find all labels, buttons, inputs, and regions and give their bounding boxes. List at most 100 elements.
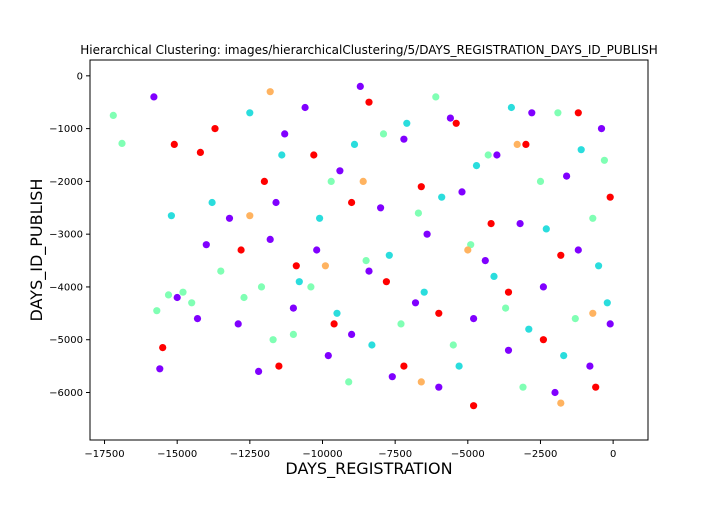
scatter-point <box>179 288 187 296</box>
scatter-point <box>455 362 463 370</box>
scatter-point <box>487 220 495 228</box>
scatter-point <box>417 183 425 191</box>
plot-area-frame <box>89 59 649 441</box>
scatter-point <box>403 119 411 127</box>
scatter-point <box>289 304 297 312</box>
scatter-point <box>411 299 420 307</box>
scatter-point <box>423 230 431 238</box>
scatter-point <box>118 139 126 147</box>
scatter-point <box>385 251 393 259</box>
scatter-point <box>452 119 460 127</box>
scatter-point <box>438 193 446 201</box>
scatter-point <box>240 293 248 302</box>
scatter-point <box>153 307 161 315</box>
scatter-point <box>310 151 318 159</box>
scatter-point <box>348 198 356 207</box>
scatter-point <box>275 362 283 370</box>
scatter-point <box>368 341 376 349</box>
y-tick-label: −4000 <box>49 282 83 293</box>
scatter-point <box>600 156 609 164</box>
scatter-point <box>246 109 254 117</box>
scatter-point <box>574 246 582 254</box>
scatter-point <box>272 198 280 207</box>
scatter-point <box>388 373 396 381</box>
x-tick-label: −2500 <box>524 449 558 460</box>
scatter-point <box>196 148 204 156</box>
scatter-point <box>420 288 428 296</box>
x-axis: −17500 −15000 −12500 −10000 −7500 −5000 −2500 0 <box>84 440 616 460</box>
scatter-point <box>365 267 373 275</box>
data-points <box>109 82 614 410</box>
scatter-point <box>266 88 274 96</box>
scatter-point <box>266 235 274 243</box>
scatter-point <box>397 320 405 328</box>
scatter-point <box>278 151 286 159</box>
scatter-point <box>586 362 594 370</box>
scatter-point <box>414 209 422 217</box>
scatter-point <box>571 315 579 323</box>
x-tick-label: −12500 <box>230 449 270 460</box>
y-axis-label: DAYS_ID_PUBLISH <box>27 179 47 322</box>
scatter-point <box>435 309 443 317</box>
scatter-point <box>481 257 489 265</box>
y-tick-label: −1000 <box>49 124 83 135</box>
scatter-point <box>557 251 565 259</box>
scatter-point <box>595 262 603 270</box>
scatter-point <box>156 365 164 373</box>
scatter-point <box>551 388 559 397</box>
scatter-point <box>525 325 533 333</box>
scatter-point <box>365 98 373 106</box>
scatter-point <box>257 283 266 291</box>
scatter-point <box>356 82 364 90</box>
scatter-point <box>539 283 548 291</box>
scatter-point <box>592 383 600 391</box>
scatter-point <box>217 267 225 275</box>
scatter-point <box>513 140 521 148</box>
scatter-point <box>336 167 344 175</box>
scatter-point <box>574 109 582 117</box>
scatter-point <box>234 320 242 328</box>
scatter-point <box>316 214 324 222</box>
scatter-point <box>313 246 321 254</box>
scatter-point <box>502 304 510 312</box>
scatter-point <box>507 103 515 112</box>
scatter-point <box>350 140 359 148</box>
y-tick-label: −5000 <box>49 335 83 346</box>
scatter-point <box>516 220 524 228</box>
scatter-point <box>327 177 335 185</box>
scatter-point <box>170 140 178 148</box>
scatter-point <box>589 309 597 317</box>
scatter-point <box>504 346 513 354</box>
scatter-point <box>321 262 329 270</box>
scatter-point <box>504 288 513 296</box>
scatter-point <box>301 103 309 112</box>
x-tick-label: −7500 <box>378 449 412 460</box>
scatter-point <box>493 151 501 159</box>
scatter-point <box>470 402 478 410</box>
scatter-point <box>464 246 472 254</box>
scatter-point <box>164 291 173 299</box>
scatter-point <box>188 299 196 307</box>
scatter-point <box>484 151 492 159</box>
x-tick-label: −5000 <box>451 449 485 460</box>
scatter-point <box>237 246 245 254</box>
scatter-point <box>330 320 338 328</box>
scatter-point <box>606 320 614 328</box>
scatter-point <box>173 293 181 302</box>
scatter-point <box>435 383 443 391</box>
scatter-point <box>539 336 548 344</box>
scatter-point <box>449 341 457 349</box>
scatter-point <box>208 198 216 207</box>
scatter-point <box>519 383 527 391</box>
scatter-point <box>377 204 385 212</box>
scatter-point <box>289 330 297 338</box>
x-axis-label: DAYS_REGISTRATION <box>285 459 452 479</box>
scatter-point <box>359 177 367 185</box>
scatter-point <box>255 367 263 375</box>
scatter-point <box>446 114 454 122</box>
scatter-point <box>560 352 568 360</box>
scatter-point <box>577 146 585 154</box>
scatter-point <box>202 241 210 249</box>
